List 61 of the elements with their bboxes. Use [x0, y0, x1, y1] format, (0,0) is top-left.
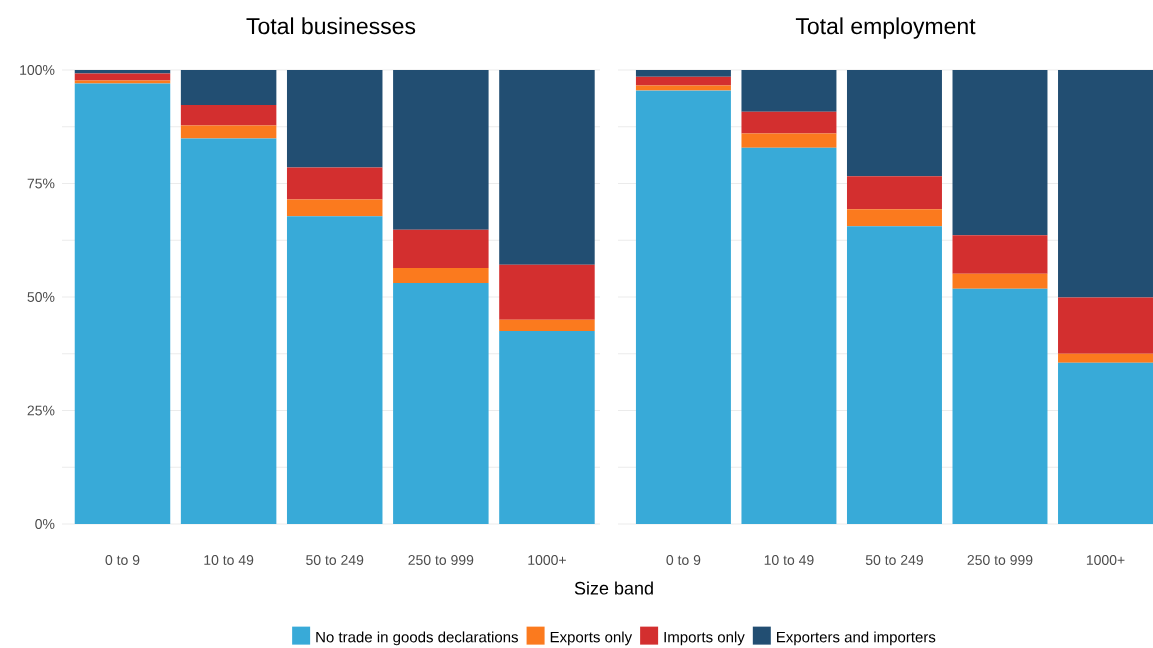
bar: [741, 147, 837, 524]
x-tick-label: 50 to 249: [865, 555, 923, 565]
bar: [741, 111, 837, 134]
bar: [1058, 353, 1153, 363]
y-tick-label: 50%: [27, 292, 55, 302]
x-tick-label: 10 to 49: [764, 555, 814, 565]
bar: [286, 199, 383, 217]
legend-label: No trade in goods declarations: [316, 631, 518, 646]
bar: [635, 69, 731, 77]
y-tick-label: 0%: [35, 519, 55, 529]
x-tick-label: 50 to 249: [306, 555, 364, 565]
bar: [180, 69, 277, 105]
bar: [499, 331, 595, 524]
bar: [741, 69, 837, 112]
x-axis-title: Size band: [574, 581, 653, 595]
bar: [499, 264, 595, 320]
bar: [286, 69, 383, 168]
bar: [952, 273, 1048, 289]
bar: [74, 83, 171, 524]
bar: [180, 104, 277, 126]
x-tick-label: 1000+: [1086, 555, 1125, 565]
y-tick-label: 25%: [27, 405, 55, 416]
bar: [952, 69, 1048, 236]
bar: [286, 167, 383, 200]
bar: [393, 229, 489, 268]
bar: [846, 226, 942, 524]
y-tick-label: 75%: [27, 178, 55, 189]
x-tick-label: 250 to 999: [967, 555, 1033, 565]
bar: [635, 85, 731, 91]
x-tick-label: 0 to 9: [105, 555, 140, 565]
bar: [180, 125, 277, 139]
bar: [952, 288, 1048, 524]
legend-label: Exporters and importers: [777, 631, 936, 646]
bar: [1058, 297, 1153, 354]
bar: [846, 69, 942, 177]
x-tick-label: 250 to 999: [408, 555, 474, 565]
bar: [286, 216, 383, 524]
bar: [180, 138, 277, 524]
bar: [499, 69, 595, 265]
y-tick-label: 100%: [20, 65, 55, 75]
x-tick-label: 0 to 9: [666, 555, 701, 565]
legend-label: Exports only: [550, 631, 633, 646]
chart-title: Total businesses: [246, 17, 416, 35]
bar: [393, 282, 489, 524]
bar: [635, 90, 731, 524]
bar: [846, 209, 942, 227]
bar: [74, 80, 171, 84]
bar: [1058, 69, 1153, 298]
bar: [393, 69, 489, 230]
bar: [74, 69, 171, 74]
bar: [741, 133, 837, 148]
bar: [1058, 362, 1153, 524]
bar: [952, 235, 1048, 274]
x-tick-label: 10 to 49: [204, 555, 254, 565]
chart-title: Total employment: [795, 17, 976, 39]
x-tick-label: 1000+: [528, 555, 566, 565]
bar: [393, 267, 489, 283]
bar: [499, 319, 595, 332]
bar: [635, 76, 731, 86]
bar: [846, 176, 942, 210]
legend-label: Imports only: [664, 631, 745, 646]
